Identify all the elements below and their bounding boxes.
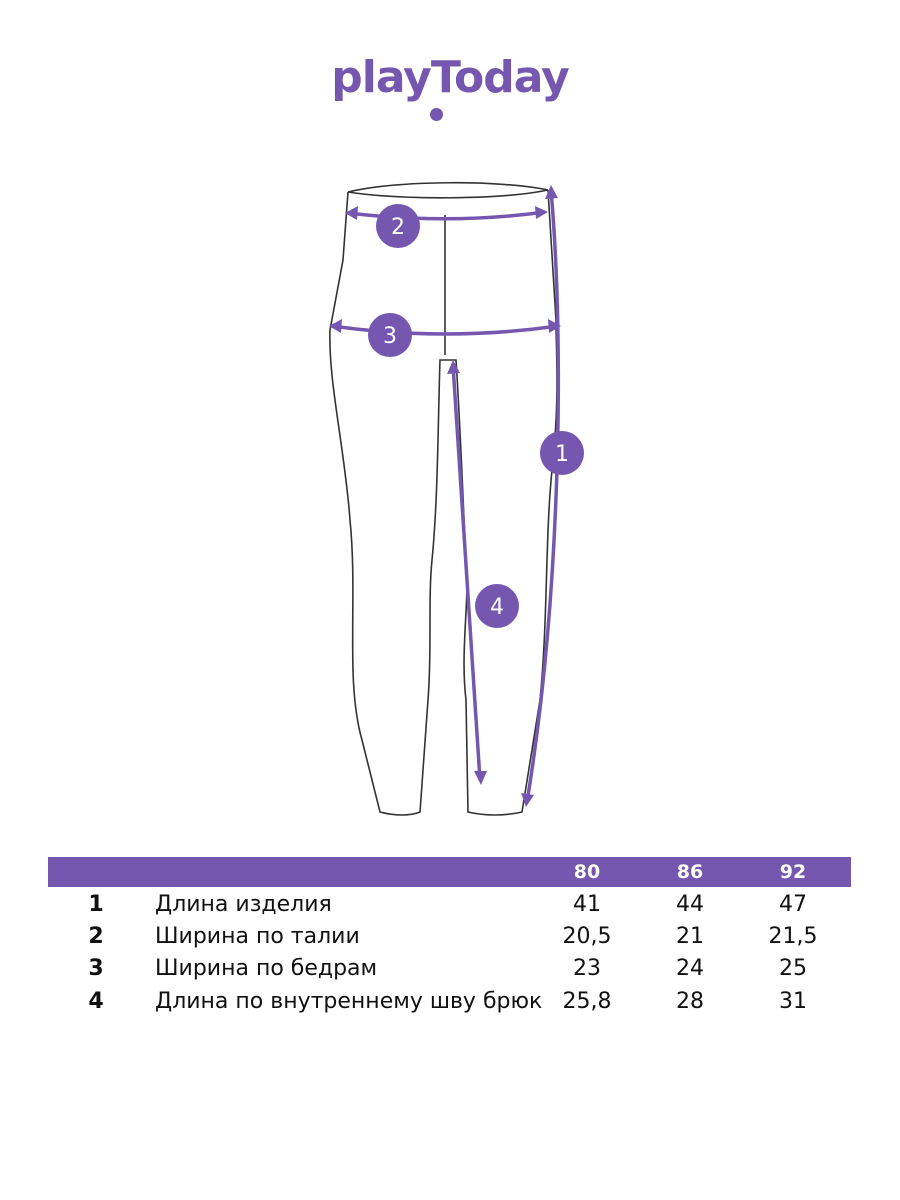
row-label: Ширина по талии — [155, 924, 360, 949]
measurement-value: 44 — [676, 892, 704, 917]
measurement-value: 21,5 — [768, 924, 818, 949]
measurement-value: 28 — [676, 989, 704, 1014]
measurement-value: 25,8 — [562, 989, 612, 1014]
size-header: 86 — [676, 861, 704, 883]
table-header — [48, 857, 851, 887]
marker-label: 2 — [391, 215, 405, 240]
measurement-value: 41 — [573, 892, 601, 917]
row-label: Ширина по бедрам — [155, 956, 378, 981]
marker-label: 1 — [555, 442, 569, 467]
measurement-value: 47 — [779, 892, 807, 917]
measurement-value: 23 — [573, 956, 601, 981]
marker-1: 1 — [540, 431, 584, 475]
inseam-arrow — [451, 364, 482, 781]
logo-dot — [430, 108, 443, 121]
pants-diagram: 2 3 1 4 — [329, 181, 584, 816]
row-number: 4 — [88, 989, 104, 1014]
measurement-value: 21 — [676, 924, 704, 949]
marker-label: 3 — [383, 324, 397, 349]
length-arrow — [525, 189, 561, 803]
waist-arrow — [347, 210, 546, 221]
measurement-value: 20,5 — [562, 924, 612, 949]
brand-logo: playToday — [331, 52, 570, 103]
hip-arrow — [331, 324, 559, 336]
size-header: 92 — [779, 861, 807, 883]
row-number: 3 — [88, 956, 104, 981]
measurement-value: 24 — [676, 956, 704, 981]
size-header: 80 — [573, 861, 601, 883]
row-label: Длина по внутреннему шву брюк — [155, 989, 543, 1014]
marker-label: 4 — [490, 595, 504, 620]
row-label: Длина изделия — [155, 892, 332, 917]
marker-3: 3 — [368, 313, 412, 357]
measurement-value: 25 — [779, 956, 807, 981]
row-number: 2 — [88, 924, 104, 949]
row-number: 1 — [88, 892, 104, 917]
marker-4: 4 — [475, 584, 519, 628]
pants-outline — [329, 181, 558, 816]
marker-2: 2 — [376, 204, 420, 248]
measurement-value: 31 — [779, 989, 807, 1014]
